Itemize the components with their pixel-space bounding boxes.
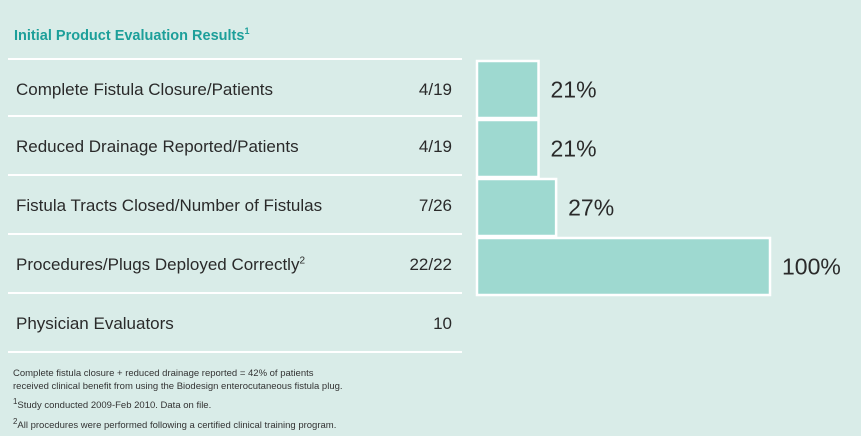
footnotes: Complete fistula closure + reduced drain… xyxy=(13,368,343,432)
table-row: Procedures/Plugs Deployed Correctly2 22/… xyxy=(8,235,462,294)
table-row: Reduced Drainage Reported/Patients 4/19 xyxy=(8,117,462,176)
bar-value-label: 27% xyxy=(568,195,614,221)
bar-3 xyxy=(475,177,558,238)
bar-value-label: 100% xyxy=(782,254,841,280)
bar-value-label: 21% xyxy=(551,77,597,103)
row-label: Fistula Tracts Closed/Number of Fistulas xyxy=(16,196,323,215)
results-table: Complete Fistula Closure/Patients 4/19 R… xyxy=(8,58,462,353)
title-footnote-mark: 1 xyxy=(244,26,250,36)
table-row: Fistula Tracts Closed/Number of Fistulas… xyxy=(8,176,462,235)
bar-2 xyxy=(475,118,540,179)
table-row: Physician Evaluators 10 xyxy=(8,294,462,353)
row-value: 4/19 xyxy=(418,80,452,99)
note-line: Complete fistula closure + reduced drain… xyxy=(13,368,314,379)
row-label: Reduced Drainage Reported/Patients xyxy=(16,137,299,156)
row-footnote-mark: 2 xyxy=(299,255,306,267)
footnote-1: 1Study conducted 2009-Feb 2010. Data on … xyxy=(13,397,212,412)
table-row: Complete Fistula Closure/Patients 4/19 xyxy=(8,58,462,117)
chart-title: Initial Product Evaluation Results1 xyxy=(14,26,250,44)
row-value: 22/22 xyxy=(409,255,452,274)
row-value: 4/19 xyxy=(418,137,452,156)
row-value: 7/26 xyxy=(418,196,452,215)
bar-4 xyxy=(475,236,772,297)
bar-1 xyxy=(475,59,540,120)
row-label: Complete Fistula Closure/Patients xyxy=(16,80,274,99)
row-label: Physician Evaluators xyxy=(16,314,174,333)
bar-value-label: 21% xyxy=(551,136,597,162)
row-label: Procedures/Plugs Deployed Correctly2 xyxy=(16,255,306,274)
row-value: 10 xyxy=(433,314,452,333)
note-line: received clinical benefit from using the… xyxy=(13,380,343,392)
footnote-2: 2All procedures were performed following… xyxy=(13,416,337,431)
